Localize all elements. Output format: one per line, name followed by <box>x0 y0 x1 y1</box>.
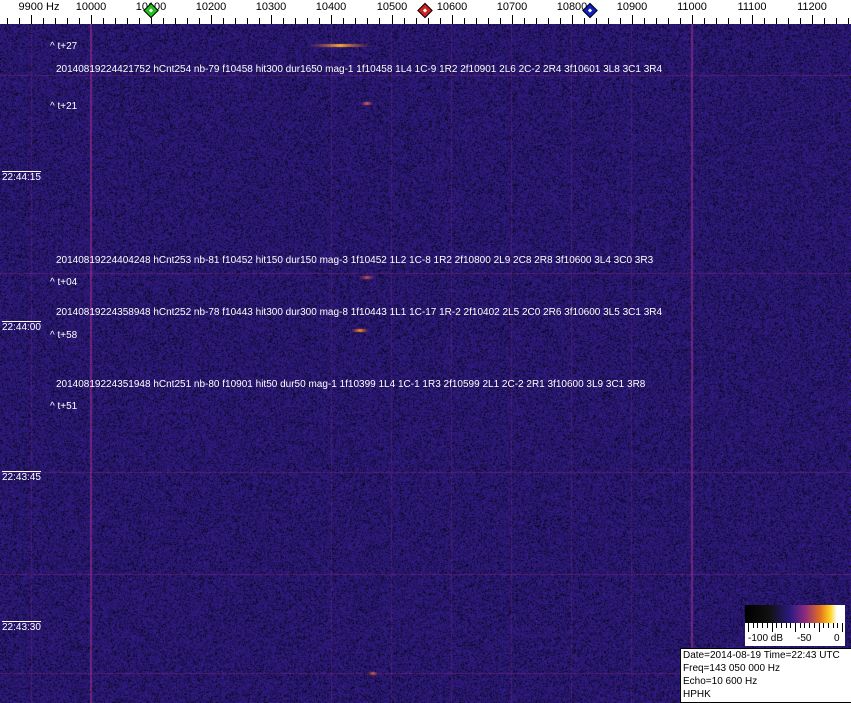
time-label: 22:44:15 <box>2 171 41 183</box>
frequency-label: 10000 <box>76 1 107 13</box>
frequency-label: 11200 <box>797 1 827 13</box>
time-label: 22:43:45 <box>2 471 41 483</box>
detection-log-line: 20140819224351948 hCnt251 nb-80 f10901 h… <box>56 379 645 390</box>
scale-tick <box>692 15 693 24</box>
colorbar-tick <box>776 623 777 628</box>
frequency-label: 10600 <box>437 1 468 13</box>
station-info: HPHK <box>683 688 851 701</box>
colorbar-tick <box>814 623 815 628</box>
colorbar-tick <box>790 623 791 628</box>
detection-log-line: 20140819224421752 hCnt254 nb-79 f10458 h… <box>56 64 662 75</box>
time-offset-label: ^ t+58 <box>50 330 77 341</box>
color-scale-ticks <box>745 623 845 633</box>
scale-tick <box>752 15 753 24</box>
colorbar-tick <box>800 623 801 628</box>
frequency-label: 10700 <box>497 1 528 13</box>
scale-tick <box>211 15 212 24</box>
color-scale-legend: -100 dB -50 0 <box>745 605 845 646</box>
scale-tick <box>91 15 92 24</box>
date-time-info: Date=2014-08-19 Time=22:43 UTC <box>683 649 851 662</box>
time-label: 22:44:00 <box>2 321 41 333</box>
colorbar-tick <box>757 623 758 628</box>
scale-tick <box>271 15 272 24</box>
colorbar-tick <box>828 623 829 628</box>
echo-info: Echo=10 600 Hz <box>683 675 851 688</box>
colorbar-tick <box>809 623 810 628</box>
colorbar-label: 0 <box>834 633 840 644</box>
colorbar-label: -50 <box>797 633 811 644</box>
scale-tick <box>452 15 453 24</box>
detection-log-line: 20140819224358948 hCnt252 nb-78 f10443 h… <box>56 307 662 318</box>
time-offset-label: ^ t+51 <box>50 401 77 412</box>
colorbar-tick <box>781 623 782 628</box>
colorbar-tick <box>823 623 824 628</box>
colorbar-tick <box>786 623 787 628</box>
colorbar-tick <box>819 623 820 632</box>
scale-tick <box>512 15 513 24</box>
scale-tick <box>392 15 393 24</box>
scale-tick <box>331 15 332 24</box>
frequency-label: 10400 <box>316 1 347 13</box>
colorbar-tick <box>767 623 768 628</box>
frequency-label: 10200 <box>196 1 227 13</box>
red-marker[interactable] <box>417 3 433 19</box>
frequency-scale: 9900 Hz 10000101001020010300104001050010… <box>0 0 851 24</box>
info-box: Date=2014-08-19 Time=22:43 UTC Freq=143 … <box>680 648 851 703</box>
colorbar-tick <box>842 623 843 632</box>
scale-tick <box>812 15 813 24</box>
frequency-label: 11000 <box>677 1 707 13</box>
time-offset-label: ^ t+04 <box>50 277 77 288</box>
colorbar-tick <box>762 623 763 628</box>
waterfall-spectrogram[interactable] <box>0 24 851 703</box>
colorbar-tick <box>795 623 796 632</box>
scale-tick <box>632 15 633 24</box>
frequency-label: 11100 <box>738 1 767 13</box>
colorbar-label: -100 dB <box>748 633 783 644</box>
frequency-label: 10300 <box>256 1 287 13</box>
colorbar-tick <box>772 623 773 632</box>
frequency-label: 10500 <box>377 1 408 13</box>
detection-log-line: 20140819224404248 hCnt253 nb-81 f10452 h… <box>56 255 653 266</box>
colorbar-tick <box>753 623 754 628</box>
scale-tick <box>572 15 573 24</box>
time-offset-label: ^ t+27 <box>50 41 77 52</box>
frequency-label: 10900 <box>617 1 648 13</box>
colorbar-tick <box>833 623 834 628</box>
time-offset-label: ^ t+21 <box>50 101 77 112</box>
colorbar-tick <box>804 623 805 628</box>
time-label: 22:43:30 <box>2 621 41 633</box>
scale-tick <box>31 15 32 24</box>
frequency-info: Freq=143 050 000 Hz <box>683 662 851 675</box>
colorbar-tick <box>837 623 838 628</box>
frequency-unit-label: 9900 Hz <box>19 1 60 13</box>
colorbar-tick <box>748 623 749 632</box>
color-gradient <box>745 605 845 623</box>
